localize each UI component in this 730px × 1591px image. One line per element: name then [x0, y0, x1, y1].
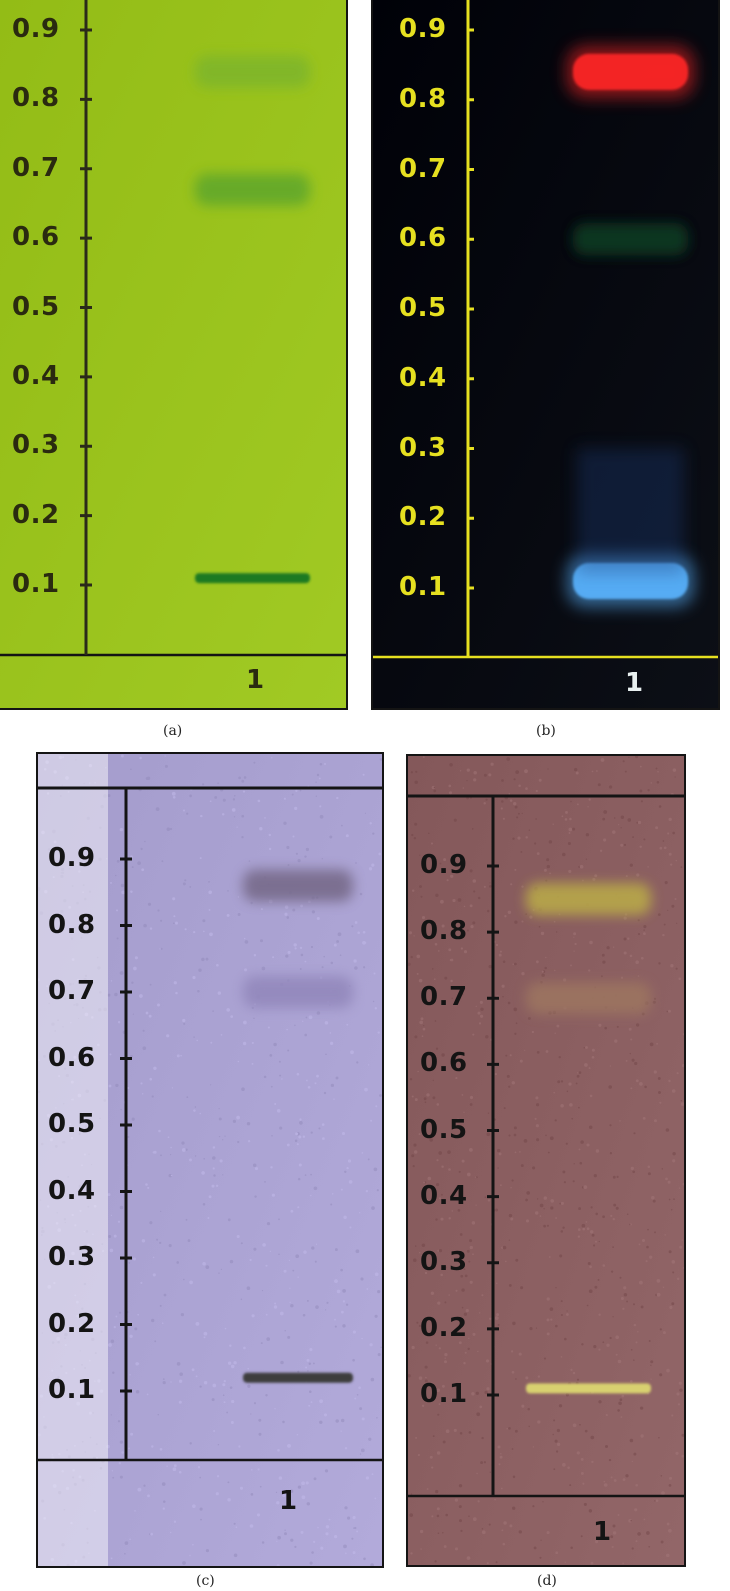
band-rf-0-7 [243, 976, 353, 1008]
rf-tick-label: 0.1 [48, 1375, 96, 1405]
lane-label: 1 [625, 668, 644, 698]
rf-tick-label: 0.9 [420, 850, 468, 880]
rf-tick-label: 0.7 [48, 976, 96, 1006]
band-rf-0-85 [526, 883, 651, 916]
plate-texture [38, 754, 382, 1566]
lane-label: 1 [246, 665, 265, 695]
band-rf-0-84 [567, 45, 694, 98]
rf-tick-label: 0.9 [48, 843, 96, 873]
band-rf-0-12 [243, 1372, 353, 1383]
rf-tick-label: 0.5 [420, 1114, 468, 1145]
rf-tick-label: 0.9 [12, 14, 60, 44]
tlc-panel-a: 0.9 0.8 0.7 0.6 0.5 0.4 0.3 0.2 0.1 1 [0, 0, 348, 710]
rf-tick-label: 0.8 [399, 83, 447, 114]
rf-tick-label: 0.2 [399, 502, 447, 533]
rf-tick-label: 0.5 [399, 293, 447, 323]
lane-label: 1 [593, 1517, 612, 1547]
rf-tick-label: 0.4 [48, 1175, 96, 1206]
band-rf-0-11 [526, 1383, 651, 1394]
rf-tick-label: 0.4 [399, 362, 447, 393]
rf-tick-label: 0.7 [12, 152, 60, 183]
rf-tick-label: 0.8 [420, 916, 468, 947]
rf-tick-label: 0.6 [420, 1048, 468, 1079]
rf-tick-label: 0.6 [48, 1042, 96, 1073]
rf-tick-label: 0.1 [399, 572, 447, 602]
band-rf-0-7 [526, 982, 651, 1015]
lane-label: 1 [279, 1486, 298, 1516]
rf-tick-label: 0.3 [420, 1246, 468, 1277]
band-rf-0-84 [195, 55, 310, 88]
plate-edge-wash [38, 754, 108, 1566]
band-rf-0-67 [195, 173, 310, 206]
rf-tick-label: 0.6 [399, 223, 447, 254]
caption-b: (b) [536, 723, 556, 739]
tlc-plate-c [38, 754, 382, 1566]
rf-tick-label: 0.3 [48, 1242, 96, 1272]
caption-c: (c) [196, 1573, 215, 1589]
band-smear [577, 448, 684, 575]
rf-tick-label: 0.1 [12, 569, 60, 599]
tlc-plate-d [408, 756, 684, 1565]
tlc-plate-a [0, 0, 346, 708]
tlc-panel-b: 0.9 0.8 0.7 0.6 0.5 0.4 0.3 0.2 0.1 1 [371, 0, 720, 710]
plate-texture [408, 756, 684, 1565]
band-rf-0-6 [573, 223, 688, 256]
caption-a: (a) [163, 723, 183, 739]
band-rf-0-11 [195, 573, 310, 584]
rf-tick-label: 0.9 [399, 14, 447, 44]
rf-tick-label: 0.1 [420, 1379, 468, 1409]
rf-tick-label: 0.6 [12, 222, 60, 253]
band-rf-0-86 [243, 869, 353, 902]
rf-tick-label: 0.3 [12, 430, 60, 461]
rf-tick-label: 0.8 [48, 909, 96, 940]
rf-tick-label: 0.3 [399, 432, 447, 463]
rf-tick-label: 0.2 [48, 1308, 96, 1339]
plate-background [0, 0, 346, 708]
rf-tick-label: 0.2 [420, 1312, 468, 1343]
tlc-plate-b [373, 0, 718, 708]
rf-tick-label: 0.5 [12, 291, 60, 322]
rf-tick-label: 0.5 [48, 1109, 96, 1139]
rf-tick-label: 0.7 [399, 153, 447, 184]
rf-tick-label: 0.8 [12, 83, 60, 114]
rf-tick-label: 0.7 [420, 982, 468, 1013]
rf-tick-label: 0.2 [12, 499, 60, 530]
rf-tick-label: 0.4 [420, 1180, 468, 1211]
rf-tick-label: 0.4 [12, 360, 60, 391]
tlc-panel-c: 0.9 0.8 0.7 0.6 0.5 0.4 0.3 0.2 0.1 1 [36, 752, 384, 1568]
caption-d: (d) [537, 1573, 557, 1589]
tlc-panel-d: 0.9 0.8 0.7 0.6 0.5 0.4 0.3 0.2 0.1 1 [406, 754, 686, 1567]
